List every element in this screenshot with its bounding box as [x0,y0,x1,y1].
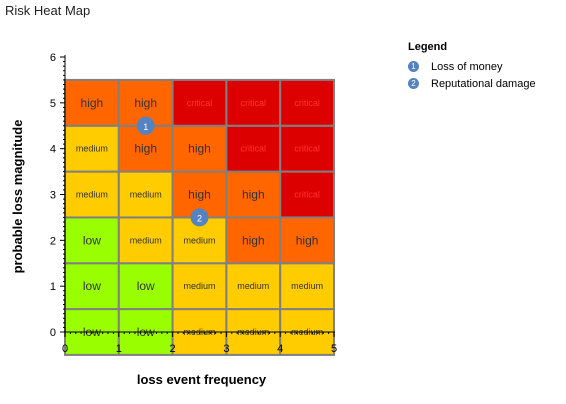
heat-cell [225,216,282,265]
cell-label: critical [241,144,267,154]
heat-cell [171,124,228,173]
cell-label: medium [183,235,215,245]
heat-cell [225,78,282,127]
heat-cell [171,262,228,311]
heat-cell [279,170,336,219]
cell-label: medium [130,235,162,245]
x-tick-label: 4 [277,343,283,355]
cell-label: medium [237,281,269,291]
heat-cell [225,124,282,173]
cell-label: medium [130,190,162,200]
x-tick-label: 3 [223,343,229,355]
cell-label: critical [241,98,267,108]
risk-point-label: 1 [143,122,148,132]
cell-label: low [137,279,155,293]
cell-label: medium [291,281,323,291]
legend-marker-icon: 1 [408,61,419,72]
legend-item-2: 2 Reputational damage [408,75,536,92]
legend-title: Legend [408,41,448,53]
heat-cell [279,216,336,265]
x-tick-label: 2 [170,343,176,355]
cell-label: high [188,188,211,202]
cell-label: high [134,96,157,110]
risk-point-marker [136,116,155,135]
cell-label: critical [294,144,320,154]
cell-label: medium [76,144,108,154]
legend-label: Loss of money [431,60,503,73]
y-tick-label: 1 [50,281,56,293]
y-axis-title: probable loss magnitude [10,120,25,274]
risk-point-label: 2 [197,213,202,223]
legend-label: Reputational damage [431,77,536,90]
legend-item-1: 1 Loss of money [408,58,536,75]
heat-cell [225,262,282,311]
cell-label: critical [294,190,320,200]
legend: Legend 1 Loss of money 2 Reputational da… [408,41,536,92]
x-axis-title: loss event frequency [137,372,267,387]
y-tick-label: 3 [50,190,56,202]
heat-cell [279,78,336,127]
cell-label: critical [187,98,213,108]
cell-label: critical [294,98,320,108]
window-title: Risk Heat Map [5,3,91,18]
legend-marker-icon: 2 [408,78,419,89]
y-tick-label: 5 [50,98,56,110]
y-tick-label: 2 [50,235,56,247]
heat-cell [117,170,174,219]
heat-cell [117,216,174,265]
cell-label: high [134,142,157,156]
y-tick-label: 6 [50,52,56,64]
x-tick-label: 0 [62,343,68,355]
cell-label: high [242,188,265,202]
cell-label: high [81,96,104,110]
heat-cell [279,262,336,311]
heat-cell [117,262,174,311]
x-tick-label: 1 [116,343,122,355]
cell-label: low [83,233,101,247]
y-tick-label: 4 [50,144,56,156]
heat-cell [64,262,120,311]
x-tick-label: 5 [331,343,337,355]
heat-cell [279,124,336,173]
cell-label: medium [183,281,215,291]
risk-point-marker [190,208,209,227]
y-tick-label: 0 [50,327,56,339]
cell-label: high [188,142,211,156]
cell-label: high [296,233,319,247]
cell-label: medium [76,190,108,200]
cell-label: high [242,233,265,247]
cell-label: low [83,279,101,293]
